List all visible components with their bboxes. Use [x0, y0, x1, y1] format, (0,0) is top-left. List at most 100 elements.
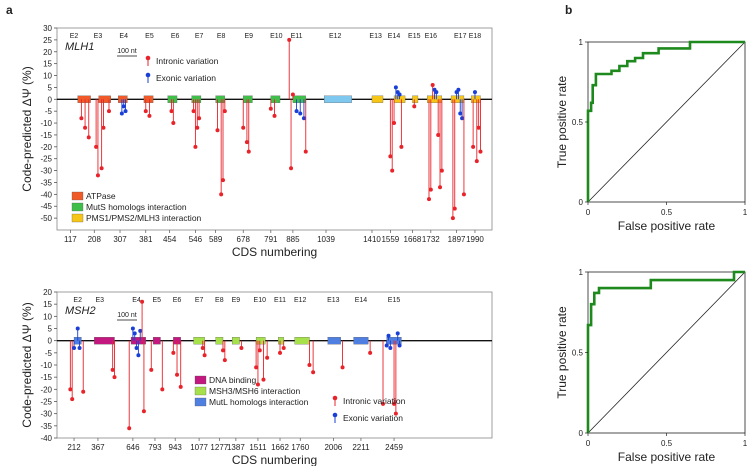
x-tick-label: 1511 [249, 443, 267, 452]
y-tick-label: -10 [40, 119, 52, 128]
variant-point-intronic [287, 37, 292, 42]
x-tick-label: 1387 [227, 443, 245, 452]
y-tick-label: 5 [48, 325, 53, 334]
roc-x-tick-label: 1 [743, 208, 748, 217]
variant-point-intronic [392, 121, 397, 126]
roc-x-axis-title: False positive rate [618, 219, 716, 233]
variant-point-intronic [265, 355, 270, 360]
exon-label: E17 [454, 33, 467, 40]
y-tick-label: 10 [43, 312, 52, 321]
domain-bar-muts [191, 95, 202, 103]
x-tick-label: 885 [286, 235, 300, 244]
x-tick-label: 1668 [404, 235, 422, 244]
variant-point-intronic [303, 149, 308, 154]
roc-y-tick-label: 0 [579, 198, 584, 207]
domain-bar-muts [215, 95, 225, 103]
x-tick-label: 1990 [466, 235, 484, 244]
variant-point-intronic [461, 192, 466, 197]
variant-point-intronic [202, 353, 207, 358]
y-tick-label: -30 [40, 410, 52, 419]
x-tick-label: 454 [163, 235, 177, 244]
domain-bar-mutl [353, 337, 369, 345]
exon-label: E3 [94, 33, 103, 40]
domain-bar-msh36 [215, 337, 224, 345]
variant-point-exonic [72, 345, 77, 350]
y-tick-label: -25 [40, 398, 52, 407]
x-tick-label: 2006 [324, 443, 342, 452]
variant-point-exonic [294, 109, 299, 114]
variant-point-exonic [456, 87, 461, 92]
y-tick-label: -40 [40, 190, 52, 199]
variant-point-intronic [86, 135, 91, 140]
variant-point-intronic [393, 411, 398, 416]
legend-label-pms: PMS1/PMS2/MLH3 interaction [86, 213, 202, 223]
x-axis-title: CDS numbering [232, 453, 317, 466]
variant-point-intronic [474, 159, 479, 164]
roc-x-tick-label: 0.5 [661, 208, 673, 217]
y-tick-label: -25 [40, 155, 52, 164]
variant-point-intronic [94, 144, 99, 149]
gene-label: MSH2 [65, 305, 96, 317]
variant-point-intronic [221, 178, 226, 183]
legend-marker-exonic [332, 412, 338, 418]
variant-point-intronic [193, 144, 198, 149]
exon-label: E12 [329, 33, 342, 40]
y-tick-label: -5 [45, 349, 53, 358]
exon-label: E7 [195, 297, 204, 304]
variant-point-intronic [430, 83, 435, 88]
roc-x-axis-title: False positive rate [618, 450, 716, 464]
scale-bar-label: 100 nt [117, 312, 137, 319]
variant-point-intronic [175, 372, 180, 377]
variant-point-exonic [134, 345, 139, 350]
roc-chart-msh2: 0 0.5 1 0 0.5 1 False positive rate True positi… [555, 268, 748, 464]
exon-label: E8 [217, 33, 226, 40]
exon-label: E11 [291, 33, 303, 40]
x-tick-label: 381 [139, 235, 153, 244]
roc-x-tick-label: 0 [586, 208, 591, 217]
x-tick-label: 793 [148, 443, 162, 452]
variant-point-intronic [106, 109, 111, 114]
x-tick-label: 943 [169, 443, 183, 452]
variant-point-intronic [452, 206, 457, 211]
domain-bar-pms [371, 95, 384, 103]
variant-point-intronic [390, 168, 395, 173]
variant-point-intronic [171, 121, 176, 126]
variant-point-intronic [140, 299, 145, 304]
variant-point-intronic [255, 382, 260, 387]
y-tick-label: 0 [48, 337, 53, 346]
x-tick-label: 307 [113, 235, 127, 244]
roc-x-tick-label: 0.5 [661, 439, 673, 448]
x-tick-label: 589 [209, 235, 223, 244]
variant-point-intronic [200, 345, 205, 350]
y-tick-label: -15 [40, 373, 52, 382]
variant-point-exonic [77, 345, 82, 350]
legend-swatch-mutl [194, 397, 207, 407]
exon-label: E14 [355, 297, 368, 304]
variant-point-intronic [141, 409, 146, 414]
variant-point-intronic [478, 149, 483, 154]
variant-point-intronic [476, 125, 481, 130]
variant-point-exonic [138, 328, 143, 333]
domain-bar-msh36 [232, 337, 240, 345]
domain-bar-muts [243, 95, 253, 103]
domain-bar-msh36 [294, 337, 310, 345]
domain-bar-atpase [143, 95, 154, 103]
variant-point-intronic [79, 116, 84, 121]
y-tick-label: 20 [43, 288, 52, 297]
y-tick-label: 25 [43, 36, 52, 45]
x-tick-label: 1410 [363, 235, 381, 244]
x-tick-label: 1559 [381, 235, 399, 244]
variant-point-intronic [149, 367, 154, 372]
variant-point-exonic [384, 343, 389, 348]
exon-label: E5 [153, 297, 162, 304]
variant-point-exonic [460, 116, 465, 121]
y-tick-label: -5 [45, 107, 53, 116]
roc-y-axis-title: True positive rate [555, 76, 569, 169]
variant-point-intronic [143, 109, 148, 114]
variant-point-intronic [340, 365, 345, 370]
variant-point-exonic [75, 326, 80, 331]
y-tick-label: 15 [43, 300, 52, 309]
variant-point-intronic [412, 104, 417, 109]
variant-point-exonic [119, 111, 124, 116]
domain-bar-msh36 [255, 337, 266, 345]
